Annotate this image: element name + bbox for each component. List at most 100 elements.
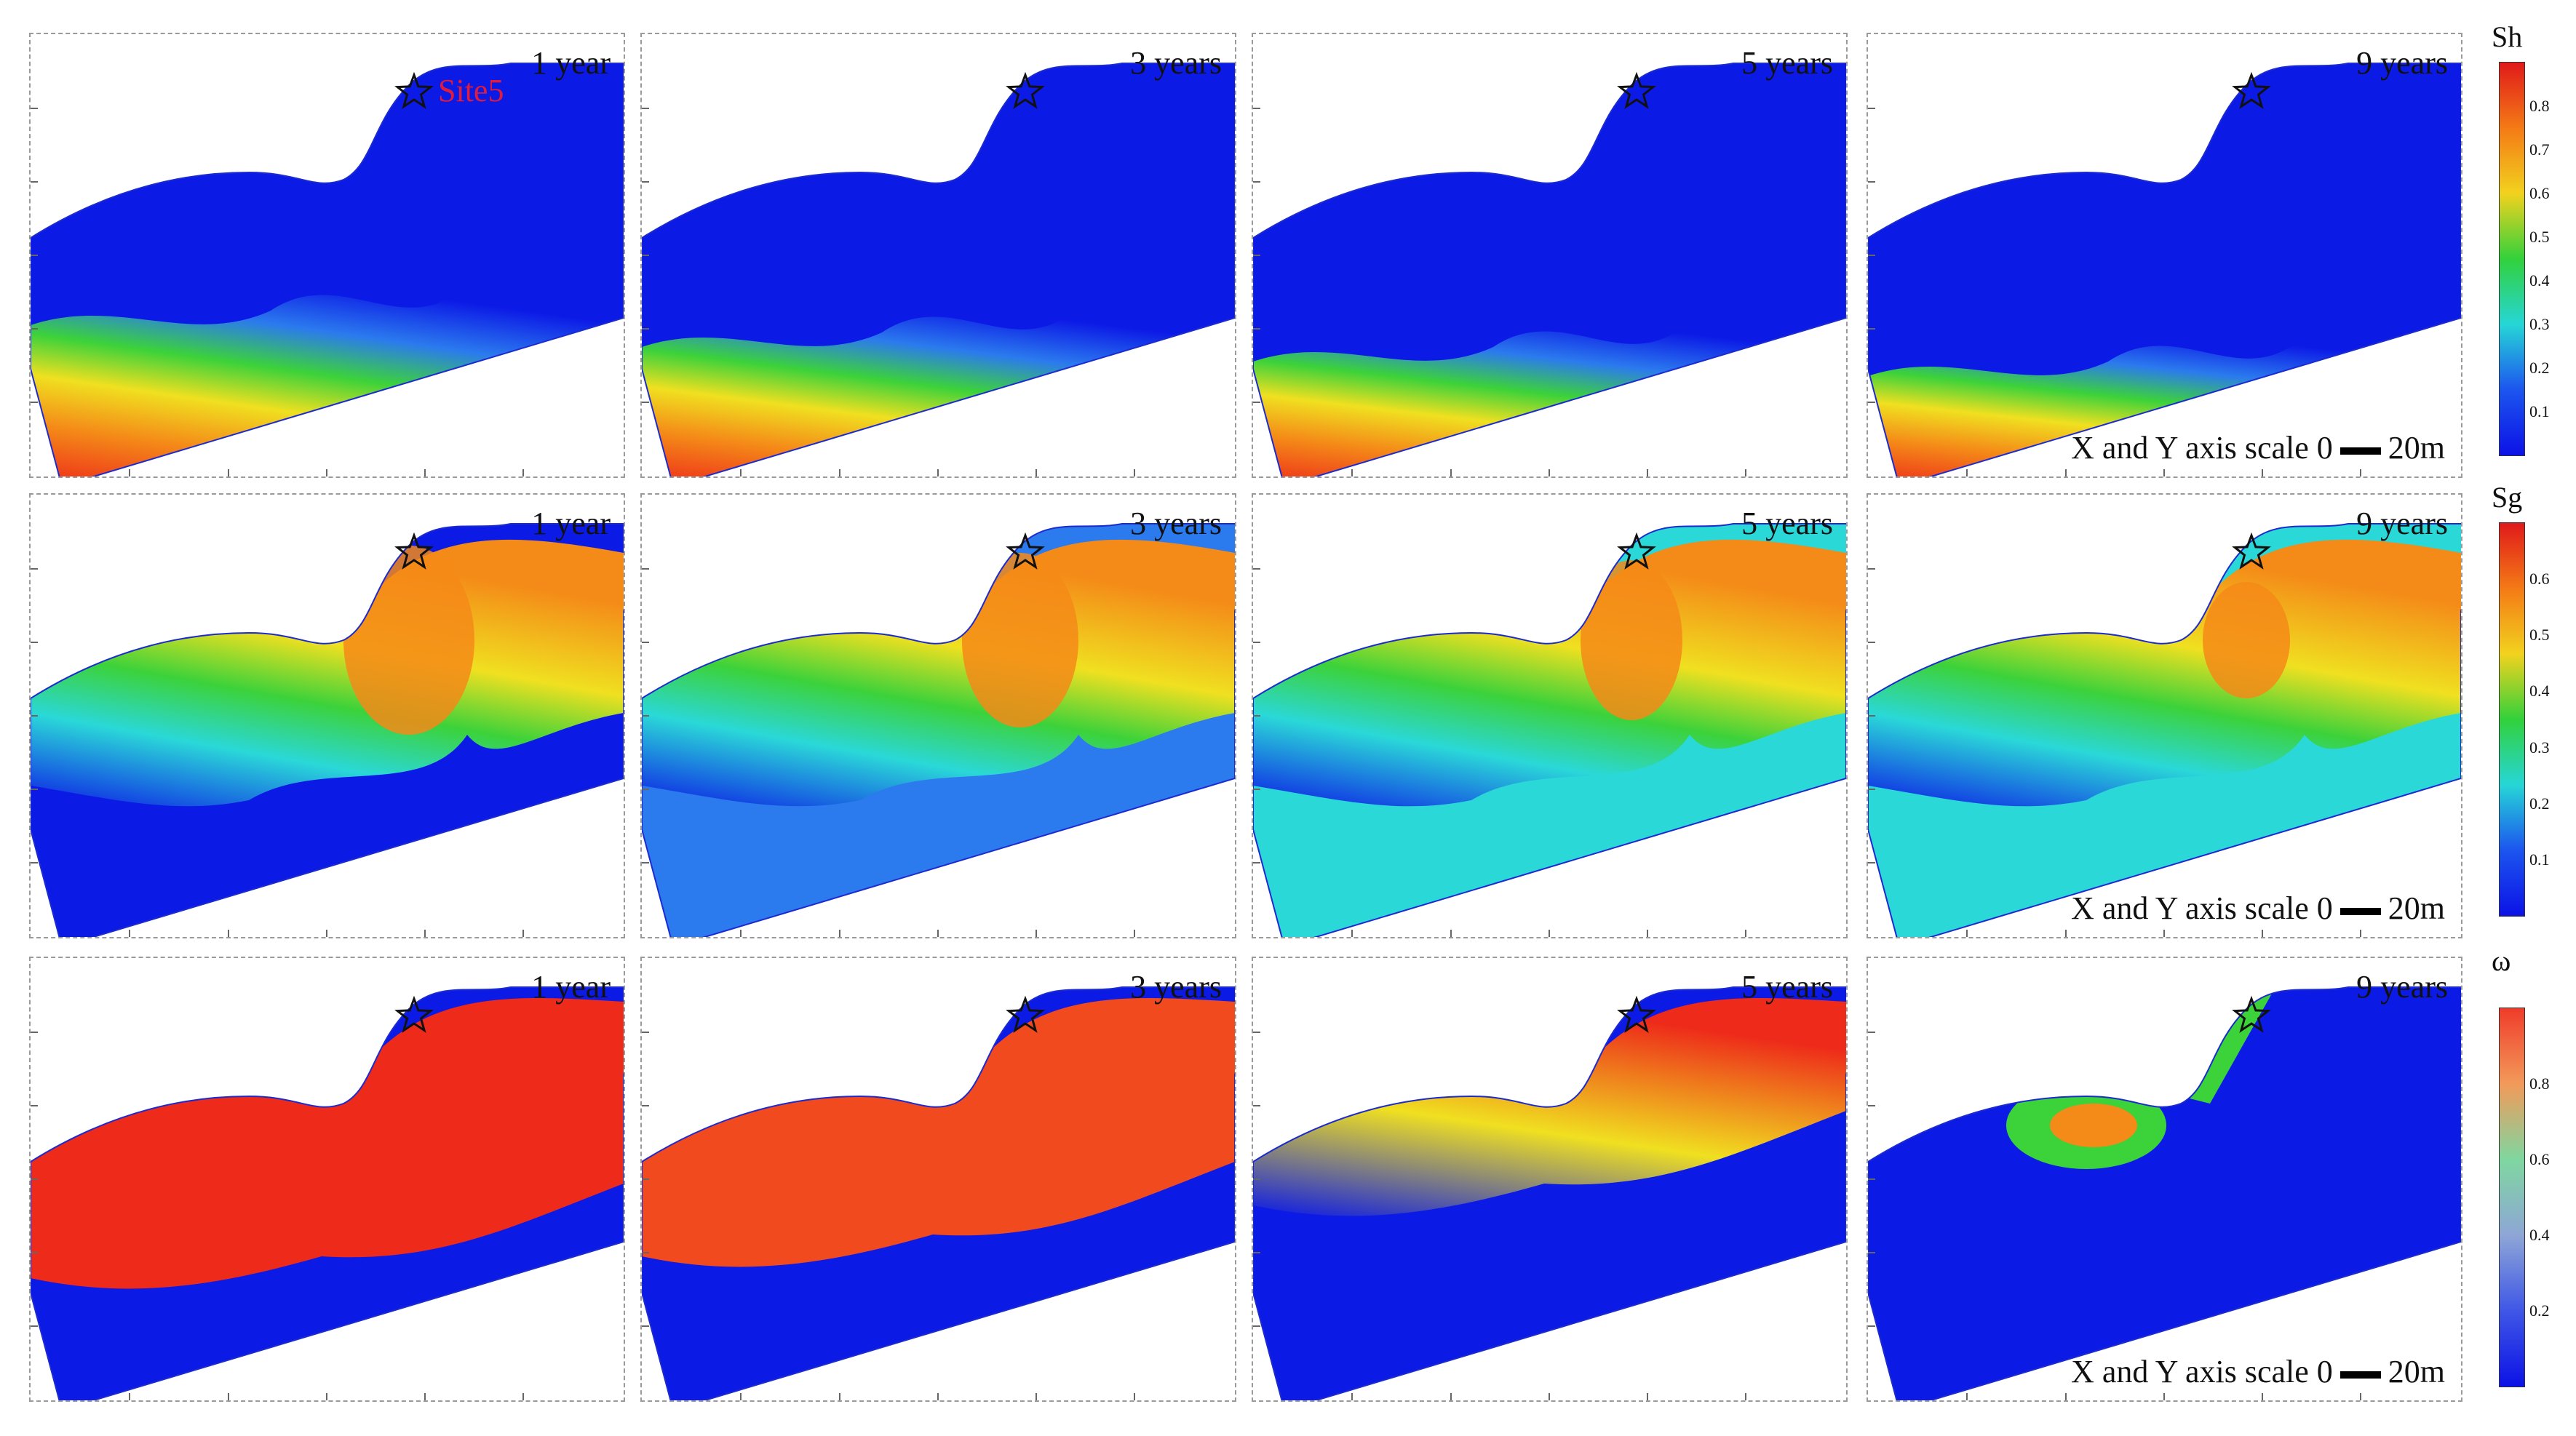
x-axis-ticks	[1253, 469, 1846, 476]
site-star-marker	[1617, 71, 1656, 109]
time-label: 1 year	[531, 45, 611, 81]
y-axis-ticks	[642, 958, 649, 1400]
y-axis-ticks	[1868, 34, 1875, 476]
y-axis-ticks	[642, 34, 649, 476]
y-axis-ticks	[31, 958, 38, 1400]
scale-bar	[2340, 1371, 2381, 1379]
panel-ω-2: 3 years	[640, 957, 1236, 1402]
colorbar-Sg: Sg 0.6 0.5 0.4 0.3 0.2 0.1	[2481, 481, 2569, 936]
time-label: 1 year	[531, 969, 611, 1005]
x-axis-ticks	[1253, 930, 1846, 937]
panel-Sh-2: 3 years	[640, 33, 1236, 478]
x-axis-ticks	[642, 930, 1235, 937]
field-map	[1868, 63, 2461, 476]
panel-Sh-1: 1 year Site5	[29, 33, 625, 478]
scale-unit: 20m	[2388, 430, 2445, 466]
scale-text: X and Y axis scale 0	[2071, 890, 2333, 926]
x-axis-ticks	[1868, 930, 2461, 937]
field-map	[1868, 523, 2461, 937]
y-axis-ticks	[1253, 958, 1260, 1400]
x-axis-ticks	[1868, 1393, 2461, 1400]
scale-unit: 20m	[2388, 890, 2445, 926]
colorbar-gradient	[2499, 1008, 2525, 1387]
x-axis-ticks	[642, 469, 1235, 476]
panel-ω-3: 5 years	[1252, 957, 1848, 1402]
site-star-marker	[394, 71, 434, 109]
colorbar-title: Sg	[2492, 481, 2523, 514]
y-axis-ticks	[1868, 495, 1875, 937]
colorbar-tick: 0.2	[2529, 359, 2550, 377]
scale-text: X and Y axis scale 0	[2071, 430, 2333, 466]
site-star-marker	[1006, 532, 1045, 570]
time-label: 3 years	[1130, 969, 1222, 1005]
scale-bar	[2340, 907, 2381, 915]
panel-ω-1: 1 year	[29, 957, 625, 1402]
scale-legend: X and Y axis scale 0 20m	[2071, 1353, 2445, 1390]
scale-legend: X and Y axis scale 0 20m	[2071, 890, 2445, 927]
y-axis-ticks	[1868, 958, 1875, 1400]
site-star-marker	[2232, 995, 2271, 1033]
field-map	[31, 986, 624, 1400]
colorbar-tick: 0.6	[2529, 184, 2550, 202]
field-map	[31, 63, 624, 476]
site-star-marker	[2232, 71, 2271, 109]
panel-Sh-4: 9 years X and Y axis scale 0 20m	[1867, 33, 2462, 478]
field-map	[642, 986, 1235, 1400]
time-label: 9 years	[2356, 45, 2448, 81]
time-label: 9 years	[2356, 969, 2448, 1005]
x-axis-ticks	[1253, 1393, 1846, 1400]
x-axis-ticks	[1868, 469, 2461, 476]
site-star-marker	[1006, 995, 1045, 1033]
scale-unit: 20m	[2388, 1354, 2445, 1389]
y-axis-ticks	[1253, 495, 1260, 937]
panel-Sg-3: 5 years	[1252, 493, 1848, 938]
colorbar-tick: 0.4	[2529, 271, 2550, 290]
colorbar-ω: ω 0.8 0.6 0.4 0.2	[2481, 944, 2569, 1399]
site-label: Site5	[438, 73, 504, 108]
time-label: 5 years	[1741, 969, 1833, 1005]
colorbar-tick: 0.2	[2529, 794, 2550, 813]
colorbar-Sh: Sh 0.8 0.7 0.6 0.5 0.4 0.3 0.2 0.1	[2481, 20, 2569, 475]
panel-Sg-2: 3 years	[640, 493, 1236, 938]
field-map	[642, 523, 1235, 937]
colorbar-tick: 0.5	[2529, 228, 2550, 246]
time-label: 3 years	[1130, 45, 1222, 81]
field-map	[1253, 986, 1846, 1400]
field-map	[642, 63, 1235, 476]
panel-Sg-1: 1 year	[29, 493, 625, 938]
colorbar-tick: 0.1	[2529, 402, 2550, 420]
colorbar-tick: 0.7	[2529, 140, 2550, 159]
site-star-marker	[2232, 532, 2271, 570]
colorbar-gradient	[2499, 522, 2525, 917]
colorbar-tick: 0.6	[2529, 1150, 2550, 1168]
y-axis-ticks	[1253, 34, 1260, 476]
colorbar-tick: 0.3	[2529, 315, 2550, 333]
colorbar-tick: 0.8	[2529, 1074, 2550, 1093]
colorbar-tick: 0.2	[2529, 1301, 2550, 1320]
site-star-marker	[394, 995, 434, 1033]
colorbar-tick: 0.4	[2529, 682, 2550, 701]
field-map	[1868, 986, 2461, 1400]
field-map	[1253, 523, 1846, 937]
time-label: 1 year	[531, 506, 611, 541]
site-star-marker	[394, 532, 434, 570]
field-map	[1253, 63, 1846, 476]
colorbar-tick: 0.3	[2529, 738, 2550, 757]
colorbar-tick: 0.8	[2529, 97, 2550, 115]
time-label: 3 years	[1130, 506, 1222, 541]
scale-legend: X and Y axis scale 0 20m	[2071, 429, 2445, 466]
site-star-marker	[1617, 995, 1656, 1033]
colorbar-title: ω	[2492, 944, 2511, 977]
colorbar-tick: 0.1	[2529, 850, 2550, 869]
x-axis-ticks	[31, 469, 624, 476]
time-label: 5 years	[1741, 506, 1833, 541]
time-label: 9 years	[2356, 506, 2448, 541]
panel-Sg-4: 9 years X and Y axis scale 0 20m	[1867, 493, 2462, 938]
colorbar-title: Sh	[2492, 20, 2523, 53]
colorbar-tick: 0.6	[2529, 570, 2550, 589]
x-axis-ticks	[31, 930, 624, 937]
x-axis-ticks	[31, 1393, 624, 1400]
y-axis-ticks	[31, 34, 38, 476]
scale-text: X and Y axis scale 0	[2071, 1354, 2333, 1389]
